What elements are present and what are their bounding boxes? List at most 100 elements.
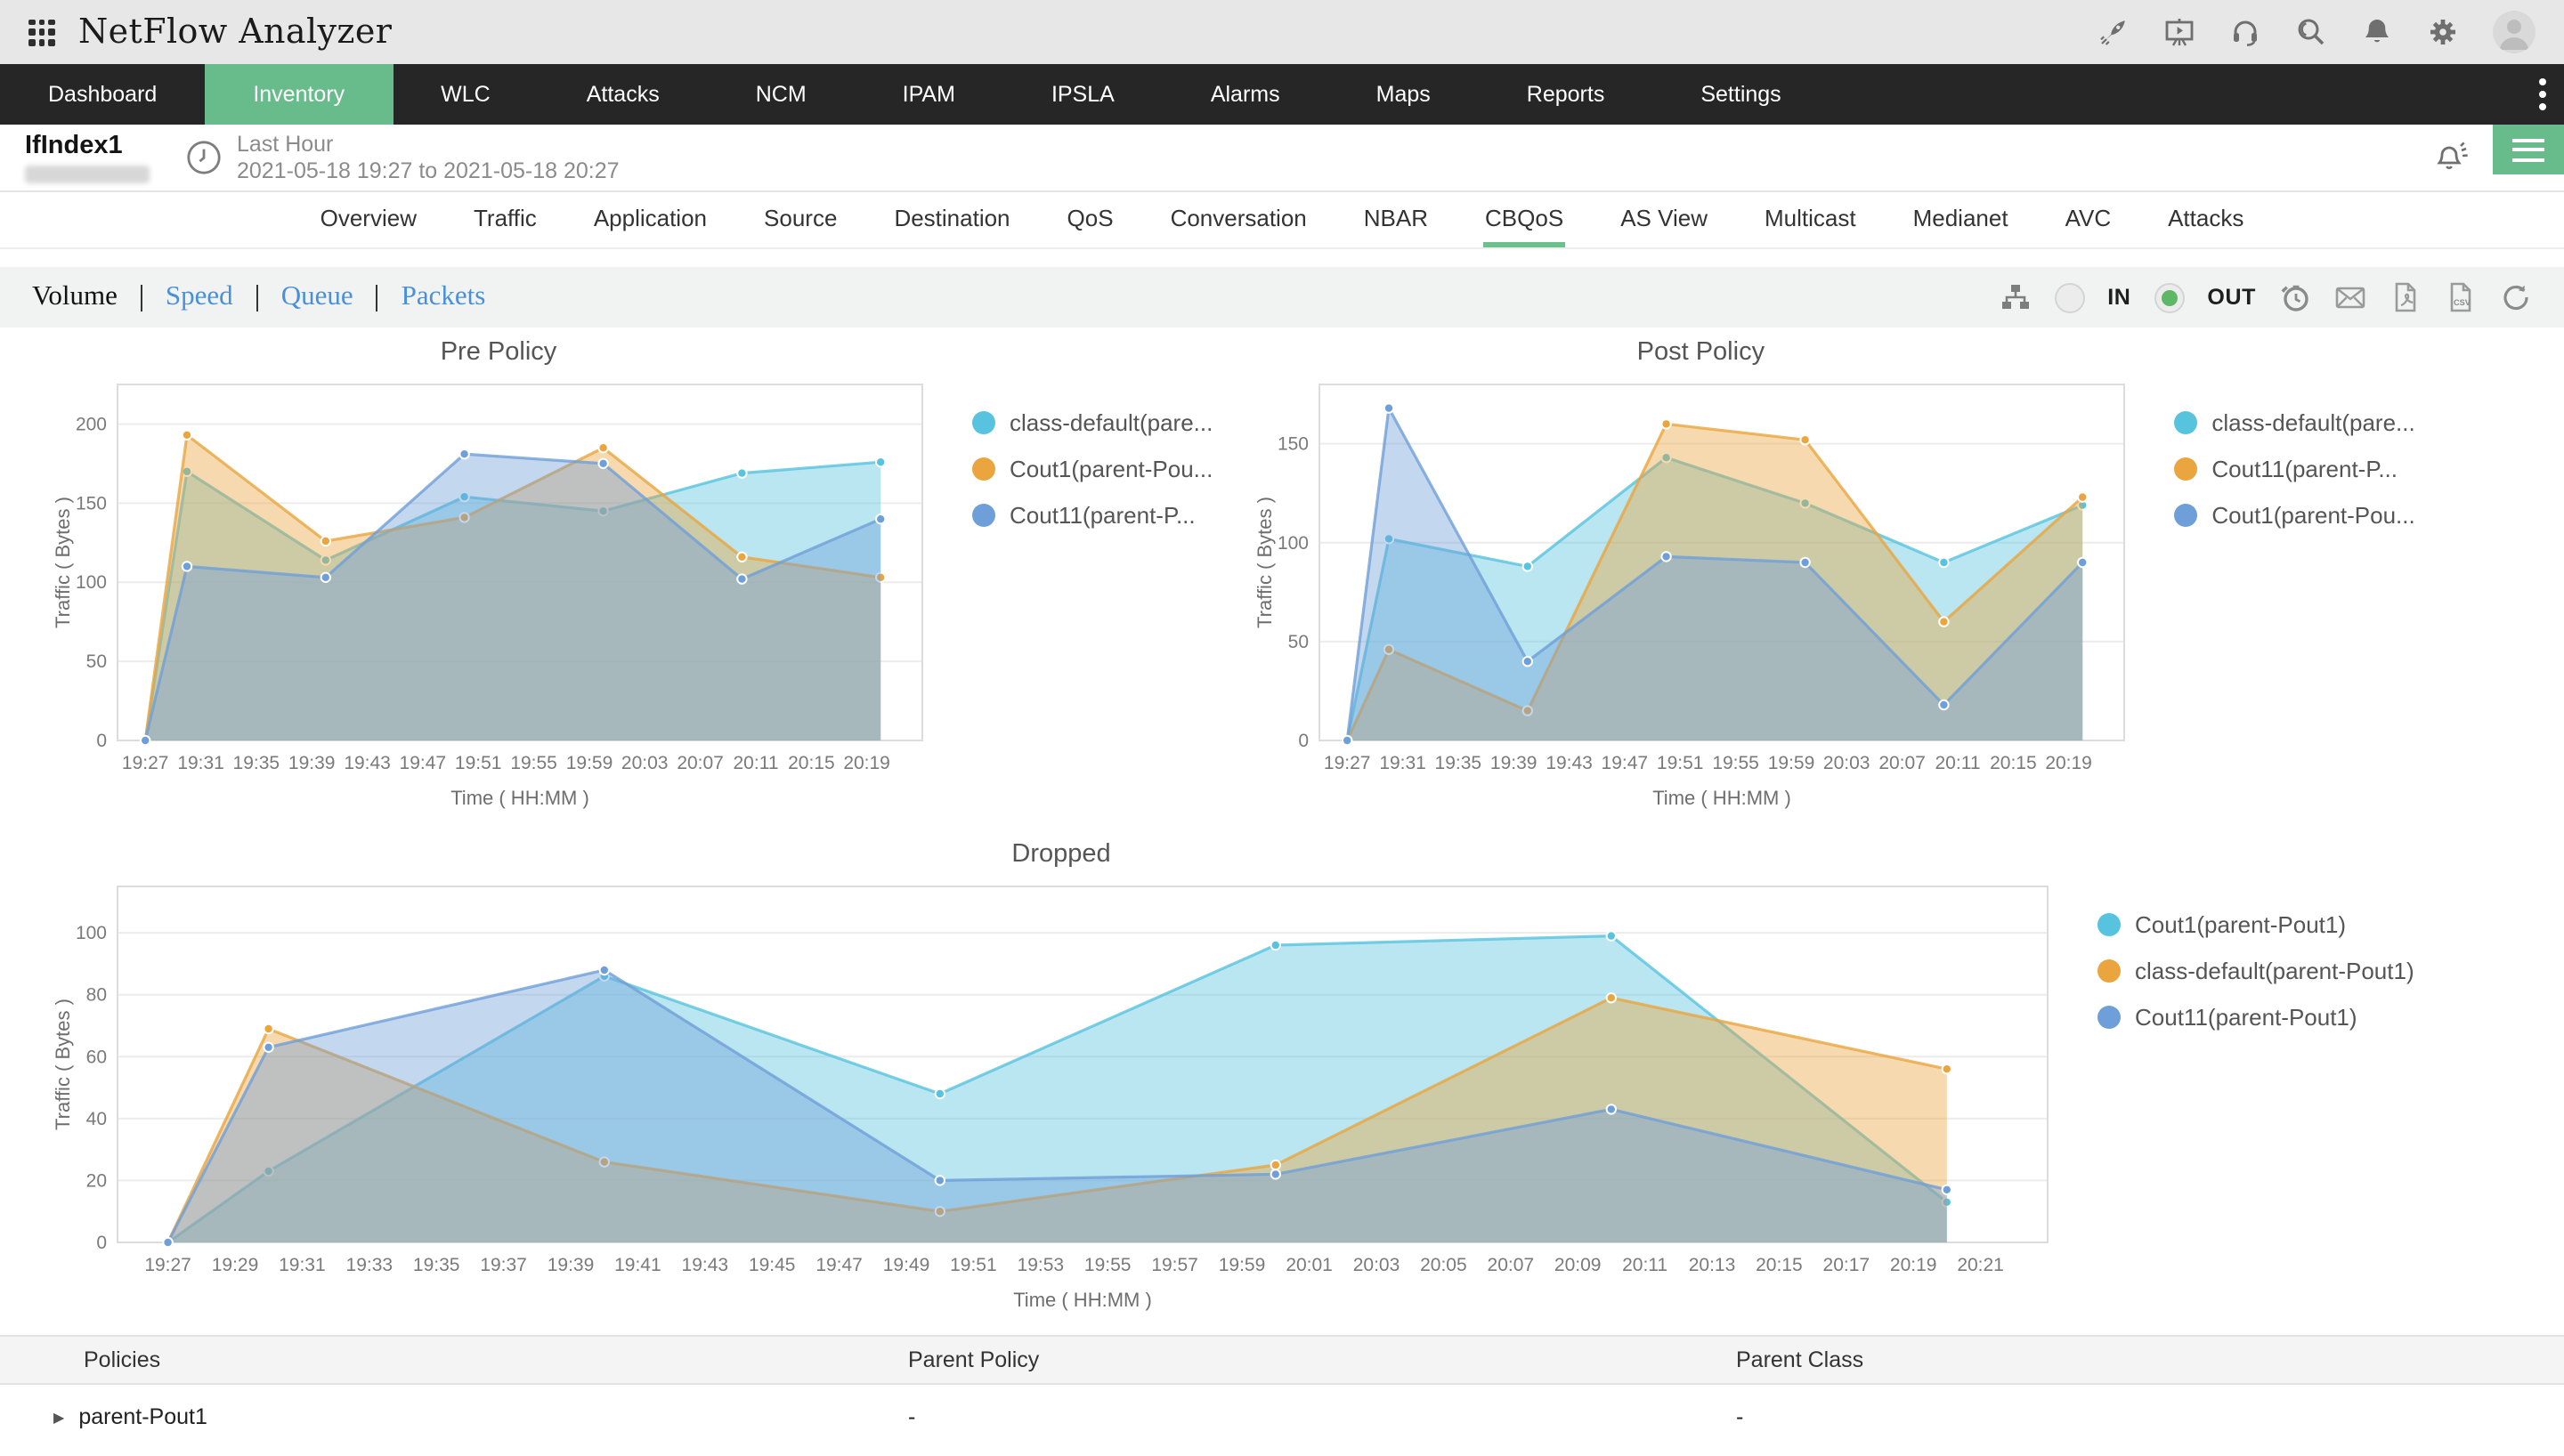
chart-plot[interactable]: 0 50 100 150 200 19:27 19:31 19:35 19:39 19:43 19:… <box>50 370 947 826</box>
svg-text:Traffic ( Bytes ): Traffic ( Bytes ) <box>1254 497 1276 628</box>
view-link-queue[interactable]: Queue <box>280 281 353 311</box>
nav-item-alarms[interactable]: Alarms <box>1210 82 1280 107</box>
refresh-icon[interactable] <box>2500 281 2532 313</box>
nav-item-wlc[interactable]: WLC <box>441 82 491 107</box>
presentation-icon[interactable] <box>2163 16 2195 48</box>
svg-text:19:55: 19:55 <box>1713 753 1760 773</box>
series-area-orange <box>145 434 881 740</box>
out-label[interactable]: OUT <box>2207 285 2256 310</box>
tab-nbar[interactable]: NBAR <box>1363 204 1429 231</box>
orange-legend-dot <box>972 457 995 481</box>
gear-icon[interactable] <box>2427 16 2459 48</box>
charts-area: Pre Policy 0 50 100 150 200 19:27 19:31 19:35 19… <box>0 328 2564 1328</box>
nav-item-ncm[interactable]: NCM <box>755 82 807 107</box>
svg-text:19:49: 19:49 <box>883 1255 930 1275</box>
post-policy-chart: Post Policy 0 50 100 150 19:27 19:31 19:35 19:3… <box>1230 328 2414 826</box>
view-link-packets[interactable]: Packets <box>401 281 486 311</box>
svg-text:100: 100 <box>76 923 107 943</box>
legend-label: class-default(pare... <box>2211 409 2415 436</box>
tab-destination[interactable]: Destination <box>894 204 1010 231</box>
svg-text:19:59: 19:59 <box>1219 1255 1266 1275</box>
search-icon[interactable] <box>2295 16 2327 48</box>
nav-item-reports[interactable]: Reports <box>1526 82 1605 107</box>
in-label[interactable]: IN <box>2107 285 2131 310</box>
nav-item-ipam[interactable]: IPAM <box>902 82 955 107</box>
nav-item-settings[interactable]: Settings <box>1700 82 1781 107</box>
svg-text:20:15: 20:15 <box>788 753 835 773</box>
tab-as-view[interactable]: AS View <box>1620 204 1708 231</box>
tab-cbqos[interactable]: CBQoS <box>1483 192 1566 247</box>
svg-text:19:33: 19:33 <box>346 1255 394 1275</box>
column-header-parent-policy: Parent Policy <box>908 1347 1040 1372</box>
alarm-bell-icon[interactable] <box>2432 138 2471 177</box>
svg-text:20:05: 20:05 <box>1420 1255 1467 1275</box>
email-icon[interactable] <box>2334 281 2366 313</box>
out-radio[interactable] <box>2154 282 2185 312</box>
chart-title: Pre Policy <box>440 338 557 367</box>
nav-item-inventory[interactable]: Inventory <box>205 64 394 125</box>
chart-plot[interactable]: 0 50 100 150 19:27 19:31 19:35 19:39 19:43 19:47 1… <box>1252 370 2149 826</box>
svg-text:19:35: 19:35 <box>233 753 280 773</box>
policy-name[interactable]: parent-Pout1 <box>78 1404 207 1429</box>
tab-medianet[interactable]: Medianet <box>1912 204 2008 231</box>
blue-legend-dot <box>2097 1006 2121 1029</box>
legend-item[interactable]: Cout11(parent-Pout1) <box>2097 1004 2414 1031</box>
tab-source[interactable]: Source <box>764 204 838 231</box>
tab-application[interactable]: Application <box>593 204 708 231</box>
tab-attacks[interactable]: Attacks <box>2168 204 2244 231</box>
svg-text:40: 40 <box>86 1109 107 1129</box>
svg-text:20:09: 20:09 <box>1554 1255 1602 1275</box>
bell-icon[interactable] <box>2361 16 2393 48</box>
svg-text:60: 60 <box>86 1047 107 1067</box>
tab-traffic[interactable]: Traffic <box>474 204 537 231</box>
legend-item[interactable]: Cout1(parent-Pou... <box>2174 502 2415 529</box>
nav-item-ipsla[interactable]: IPSLA <box>1051 82 1115 107</box>
nav-item-dashboard[interactable]: Dashboard <box>48 82 158 107</box>
legend-label: class-default(parent-Pout1) <box>2135 958 2414 984</box>
chart-plot[interactable]: 0 20 40 60 80 100 19:27 19:29 19:31 19:33 19:35 19:… <box>50 872 2073 1328</box>
period-range: 2021-05-18 19:27 to 2021-05-18 20:27 <box>237 158 620 182</box>
legend-item[interactable]: Cout11(parent-P... <box>2174 456 2414 482</box>
nav-item-attacks[interactable]: Attacks <box>586 82 660 107</box>
legend-item[interactable]: Cout1(parent-Pou... <box>972 456 1213 482</box>
legend-item[interactable]: Cout1(parent-Pout1) <box>2097 911 2414 938</box>
series-area-blue <box>1347 408 2083 740</box>
svg-text:19:39: 19:39 <box>288 753 336 773</box>
legend-item[interactable]: class-default(pare... <box>2174 409 2415 436</box>
svg-text:20:11: 20:11 <box>1622 1255 1667 1275</box>
legend-label: Cout11(parent-Pout1) <box>2135 1004 2357 1031</box>
tab-qos[interactable]: QoS <box>1067 204 1114 231</box>
csv-icon[interactable]: CSV <box>2445 281 2477 313</box>
parent-policy-cell: - <box>908 1404 916 1429</box>
svg-text:20:03: 20:03 <box>1823 753 1870 773</box>
svg-text:20:07: 20:07 <box>677 753 724 773</box>
pdf-icon[interactable] <box>2390 281 2422 313</box>
legend-item[interactable]: Cout11(parent-P... <box>972 502 1213 529</box>
tab-avc[interactable]: AVC <box>2065 204 2112 231</box>
orange-legend-dot <box>2174 457 2198 481</box>
view-link-volume[interactable]: Volume <box>32 281 118 311</box>
svg-text:20:15: 20:15 <box>1756 1255 1803 1275</box>
tab-overview[interactable]: Overview <box>320 204 417 231</box>
in-radio[interactable] <box>2054 282 2085 312</box>
series-area-orange <box>1347 424 2083 740</box>
avatar[interactable] <box>2493 11 2536 53</box>
rocket-icon[interactable] <box>2097 16 2130 48</box>
panel-menu-button[interactable] <box>2493 125 2564 174</box>
nav-item-maps[interactable]: Maps <box>1375 82 1431 107</box>
tab-conversation[interactable]: Conversation <box>1170 204 1307 231</box>
tab-multicast[interactable]: Multicast <box>1765 204 1856 231</box>
svg-text:19:29: 19:29 <box>212 1255 259 1275</box>
tree-icon[interactable] <box>1999 281 2031 313</box>
legend-item[interactable]: class-default(pare... <box>972 409 1213 436</box>
nav-overflow-kebab-icon[interactable] <box>2539 64 2546 125</box>
time-period[interactable]: Last Hour 2021-05-18 19:27 to 2021-05-18… <box>185 131 620 184</box>
headset-icon[interactable] <box>2229 16 2261 48</box>
schedule-icon[interactable] <box>2279 281 2311 313</box>
row-expander-icon[interactable]: ▶ <box>53 1409 65 1425</box>
clock-icon <box>187 141 221 174</box>
legend-item[interactable]: class-default(parent-Pout1) <box>2097 958 2414 984</box>
view-link-speed[interactable]: Speed <box>165 281 233 311</box>
parent-class-cell: - <box>1736 1404 1744 1429</box>
app-grid-icon[interactable] <box>28 19 55 45</box>
